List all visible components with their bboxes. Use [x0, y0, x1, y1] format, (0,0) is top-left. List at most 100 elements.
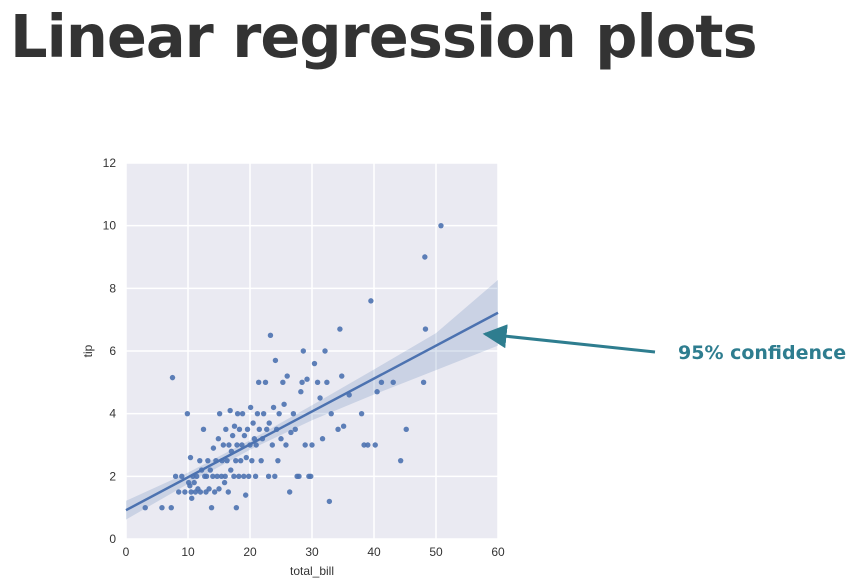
- data-point: [233, 457, 239, 464]
- data-point: [420, 379, 427, 386]
- y-tick-label: 0: [109, 532, 116, 546]
- data-point: [319, 436, 326, 442]
- data-point: [243, 454, 249, 461]
- scatter-points: [142, 222, 444, 511]
- data-point: [184, 410, 191, 417]
- data-point: [238, 457, 244, 464]
- data-point: [234, 442, 240, 448]
- data-point: [308, 473, 314, 480]
- data-point: [193, 473, 200, 480]
- data-point: [314, 379, 321, 386]
- x-tick-label: 0: [123, 545, 130, 559]
- data-point: [309, 442, 315, 448]
- data-point: [215, 436, 222, 442]
- data-point: [223, 426, 229, 433]
- data-point: [189, 495, 195, 501]
- data-point: [267, 332, 274, 339]
- data-point: [206, 486, 212, 492]
- data-point: [229, 432, 236, 439]
- data-point: [283, 442, 289, 448]
- y-tick-label: 2: [109, 469, 116, 483]
- data-point: [227, 407, 233, 414]
- data-point: [210, 445, 217, 451]
- x-tick-label: 30: [305, 545, 319, 559]
- data-point: [191, 479, 197, 486]
- x-axis-label: total_bill: [290, 564, 334, 578]
- data-point: [246, 473, 252, 480]
- x-tick-label: 60: [491, 545, 505, 559]
- y-tick-label: 6: [109, 344, 116, 358]
- data-point: [339, 373, 345, 379]
- x-tick-label: 40: [367, 545, 381, 559]
- data-point: [182, 489, 188, 495]
- data-point: [225, 489, 231, 495]
- data-point: [239, 410, 246, 417]
- data-point: [326, 498, 333, 505]
- data-point: [275, 457, 281, 464]
- data-point: [241, 432, 248, 439]
- data-point: [298, 389, 304, 395]
- data-point: [266, 420, 272, 426]
- x-tick-label: 20: [243, 545, 257, 559]
- data-point: [260, 410, 267, 417]
- data-point: [226, 442, 232, 448]
- data-point: [224, 457, 230, 464]
- data-point: [239, 442, 245, 448]
- data-point: [256, 426, 262, 433]
- data-point: [172, 473, 179, 480]
- tick-labels: 0 10 20 30 40 50 60 0 2 4 6 8 10 12: [103, 156, 505, 559]
- data-point: [169, 374, 176, 381]
- y-tick-label: 4: [109, 407, 116, 421]
- data-point: [168, 504, 174, 511]
- data-point: [236, 426, 243, 433]
- data-point: [254, 410, 261, 417]
- regression-line: [125, 311, 499, 512]
- data-point: [335, 426, 341, 433]
- data-point: [188, 489, 194, 495]
- x-tick-label: 50: [429, 545, 443, 559]
- data-point: [292, 426, 298, 433]
- x-tick-label: 10: [181, 545, 195, 559]
- data-point: [340, 423, 347, 429]
- data-point: [302, 442, 308, 448]
- data-point: [324, 379, 330, 386]
- data-point: [378, 379, 385, 386]
- data-point: [250, 420, 256, 426]
- data-point: [222, 473, 228, 480]
- data-point: [390, 379, 396, 386]
- data-point: [368, 298, 374, 304]
- data-point: [200, 426, 207, 433]
- data-point: [211, 489, 218, 495]
- data-point: [228, 467, 234, 473]
- grid-lines: [125, 162, 499, 540]
- data-point: [241, 473, 247, 480]
- data-point: [208, 504, 215, 511]
- data-point: [286, 489, 293, 495]
- data-point: [272, 473, 278, 480]
- data-point: [236, 473, 242, 480]
- data-point: [265, 473, 272, 480]
- data-point: [247, 404, 254, 411]
- data-point: [252, 473, 259, 480]
- data-point: [210, 473, 216, 480]
- data-point: [264, 426, 270, 433]
- data-point: [288, 429, 294, 436]
- data-point: [422, 254, 428, 260]
- data-point: [374, 389, 380, 395]
- data-point: [244, 426, 251, 433]
- data-point: [372, 442, 378, 448]
- data-point: [207, 467, 214, 473]
- data-point: [231, 473, 237, 480]
- data-point: [290, 410, 297, 417]
- data-point: [197, 489, 204, 495]
- data-point: [242, 492, 249, 498]
- y-axis-label: tip: [81, 344, 95, 357]
- data-point: [337, 326, 343, 332]
- slide-title: Linear regression plots: [10, 2, 758, 71]
- y-tick-label: 10: [103, 219, 117, 233]
- data-point: [269, 442, 276, 448]
- data-point: [142, 504, 148, 511]
- data-point: [281, 401, 287, 407]
- data-point: [358, 410, 365, 417]
